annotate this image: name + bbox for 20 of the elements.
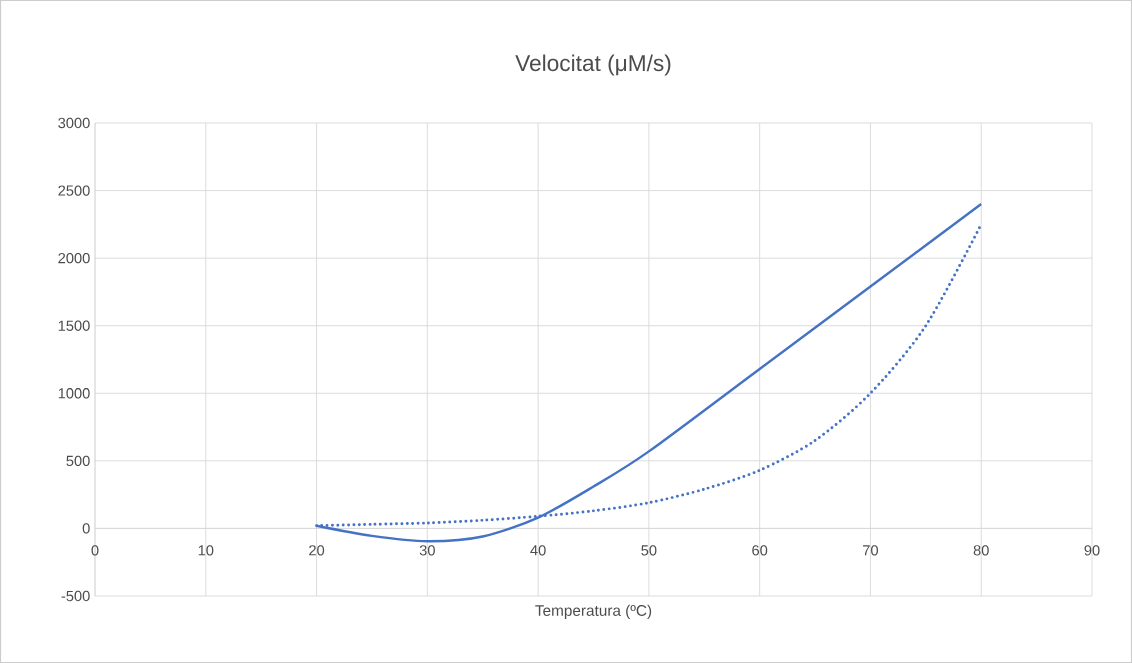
y-tick-label: 3000 (58, 117, 90, 129)
y-tick-label: 1500 (58, 320, 90, 331)
x-tick-label: 90 (1084, 545, 1100, 556)
y-tick-label: 0 (82, 523, 90, 534)
y-tick-label: 2000 (58, 252, 90, 264)
x-axis-title: Temperatura (ºC) (535, 604, 652, 619)
y-tick-label: -500 (61, 590, 90, 602)
x-tick-label: 70 (863, 545, 879, 556)
x-tick-label: 10 (198, 545, 214, 556)
x-tick-label: 60 (752, 545, 768, 556)
y-tick-label: 500 (66, 455, 90, 467)
x-tick-label: 20 (309, 545, 325, 556)
x-tick-label: 50 (641, 545, 657, 556)
y-tick-label: 1000 (58, 388, 90, 399)
x-tick-label: 30 (419, 545, 435, 556)
x-tick-label: 80 (973, 545, 989, 556)
x-tick-label: 40 (530, 545, 546, 556)
y-tick-label: 2500 (58, 185, 90, 196)
x-tick-label: 0 (91, 545, 99, 556)
chart-title: Velocitat (μM/s) (515, 54, 671, 76)
